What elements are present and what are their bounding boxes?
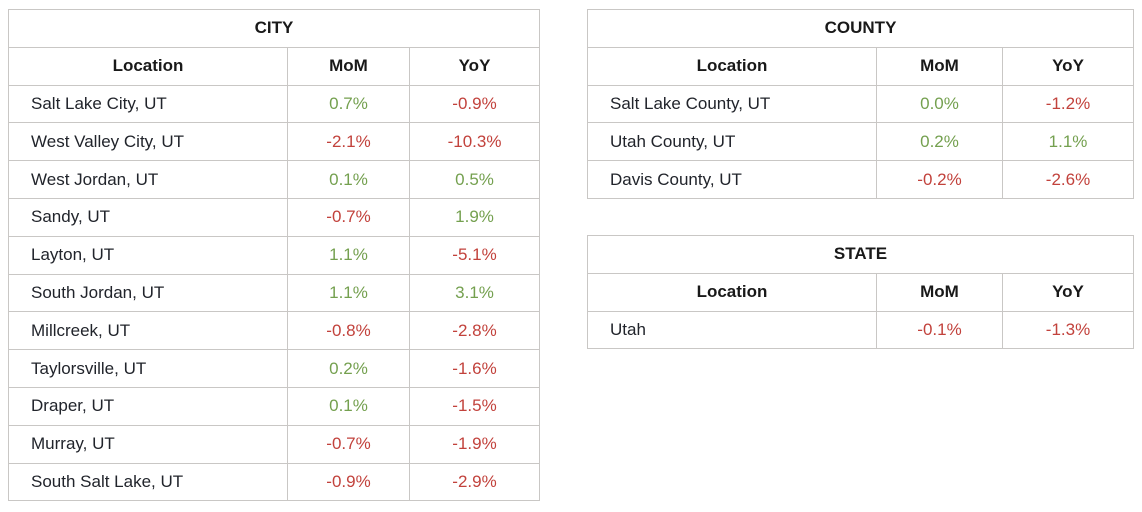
yoy-cell: -2.6% [1001,160,1135,199]
location-cell: Davis County, UT [587,160,877,199]
mom-cell: -0.2% [876,160,1003,199]
mom-cell: -0.8% [287,311,410,351]
mom-cell: 0.0% [876,84,1003,124]
yoy-cell: -5.1% [408,235,541,275]
table-row: Salt Lake City, UT 0.7% -0.9% [8,84,541,124]
state-table: STATE Location MoM YoY Utah -0.1% -1.3% [586,235,1135,350]
yoy-cell: 1.1% [1001,122,1135,162]
mom-cell: -0.7% [287,424,410,464]
city-table-grid: CITY Location MoM YoY Salt Lake City, UT… [7,9,541,502]
table-row: Sandy, UT -0.7% 1.9% [8,197,541,237]
mom-cell: 0.2% [287,349,410,388]
mom-cell: 1.1% [287,273,410,313]
yoy-cell: 0.5% [408,160,541,199]
column-header-location: Location [587,272,877,312]
table-row: West Valley City, UT -2.1% -10.3% [8,122,541,162]
column-header-yoy: YoY [1001,46,1135,86]
yoy-cell: -1.6% [408,349,541,388]
yoy-cell: -2.9% [408,462,541,502]
table-row: Utah -0.1% -1.3% [587,310,1135,350]
county-table: COUNTY Location MoM YoY Salt Lake County… [586,9,1135,199]
yoy-cell: -0.9% [408,84,541,124]
location-cell: Taylorsville, UT [8,349,288,388]
column-header-mom: MoM [876,46,1003,86]
column-header-mom: MoM [287,46,410,86]
mom-cell: 1.1% [287,235,410,275]
yoy-cell: -10.3% [408,122,541,162]
location-cell: Sandy, UT [8,197,288,237]
table-title-row: STATE [586,235,1135,274]
column-header-location: Location [8,46,288,86]
yoy-cell: -1.9% [408,424,541,464]
mom-cell: 0.7% [287,84,410,124]
yoy-cell: 1.9% [408,197,541,237]
location-cell: South Jordan, UT [8,273,288,313]
location-cell: Salt Lake City, UT [8,84,288,124]
column-header-location: Location [587,46,877,86]
column-header-yoy: YoY [408,46,541,86]
table-row: West Jordan, UT 0.1% 0.5% [8,160,541,199]
table-row: Layton, UT 1.1% -5.1% [8,235,541,275]
yoy-cell: 3.1% [408,273,541,313]
table-row: South Salt Lake, UT -0.9% -2.9% [8,462,541,502]
mom-cell: -0.7% [287,197,410,237]
city-table: CITY Location MoM YoY Salt Lake City, UT… [7,9,541,502]
location-cell: South Salt Lake, UT [8,462,288,502]
yoy-cell: -1.3% [1001,310,1135,350]
table-row: Millcreek, UT -0.8% -2.8% [8,311,541,351]
table-title-row: COUNTY [586,9,1135,48]
table-row: Salt Lake County, UT 0.0% -1.2% [587,84,1135,124]
location-cell: Murray, UT [8,424,288,464]
table-title: STATE [586,235,1135,274]
location-cell: Utah County, UT [587,122,877,162]
location-cell: Utah [587,310,877,350]
yoy-cell: -1.5% [408,386,541,426]
location-cell: Millcreek, UT [8,311,288,351]
column-header-yoy: YoY [1001,272,1135,312]
mom-cell: -2.1% [287,122,410,162]
mom-cell: 0.2% [876,122,1003,162]
column-header-row: Location MoM YoY [587,46,1135,86]
mom-cell: 0.1% [287,160,410,199]
table-row: Utah County, UT 0.2% 1.1% [587,122,1135,162]
location-cell: Layton, UT [8,235,288,275]
table-row: South Jordan, UT 1.1% 3.1% [8,273,541,313]
location-cell: West Valley City, UT [8,122,288,162]
column-header-row: Location MoM YoY [587,272,1135,312]
location-cell: West Jordan, UT [8,160,288,199]
table-title: COUNTY [586,9,1135,48]
table-title: CITY [7,9,541,48]
yoy-cell: -2.8% [408,311,541,351]
table-title-row: CITY [7,9,541,48]
yoy-cell: -1.2% [1001,84,1135,124]
location-cell: Draper, UT [8,386,288,426]
mom-cell: -0.1% [876,310,1003,350]
column-header-mom: MoM [876,272,1003,312]
location-cell: Salt Lake County, UT [587,84,877,124]
table-row: Davis County, UT -0.2% -2.6% [587,160,1135,199]
mom-cell: 0.1% [287,386,410,426]
table-row: Draper, UT 0.1% -1.5% [8,386,541,426]
state-table-grid: STATE Location MoM YoY Utah -0.1% -1.3% [586,235,1135,350]
county-table-grid: COUNTY Location MoM YoY Salt Lake County… [586,9,1135,199]
table-row: Taylorsville, UT 0.2% -1.6% [8,349,541,388]
column-header-row: Location MoM YoY [8,46,541,86]
mom-cell: -0.9% [287,462,410,502]
table-row: Murray, UT -0.7% -1.9% [8,424,541,464]
